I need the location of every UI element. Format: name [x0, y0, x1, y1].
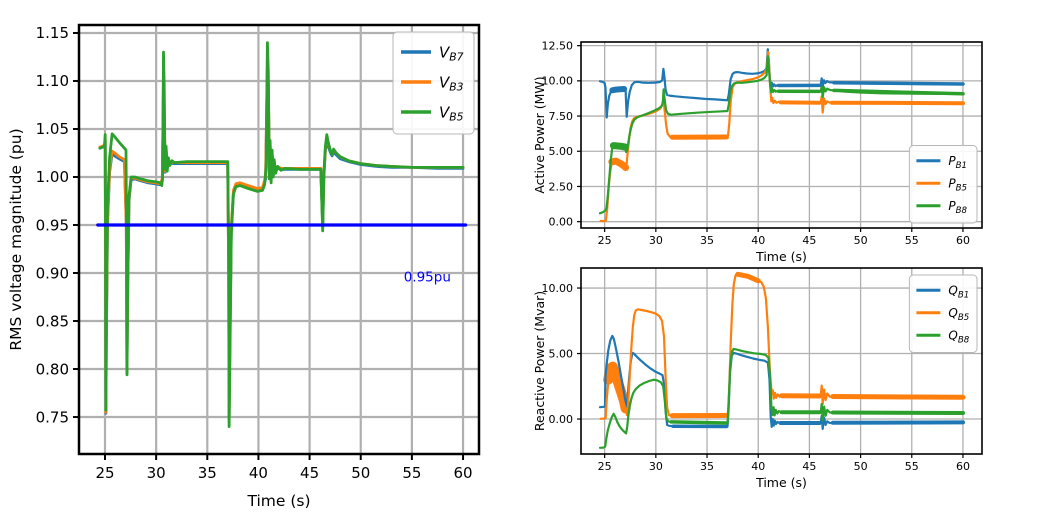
y-tick-label: 0.00: [549, 413, 574, 426]
x-tick-label: 25: [95, 464, 114, 482]
y-tick-label: 2.50: [549, 180, 574, 193]
tick-marks: [577, 287, 964, 458]
y-tick-label: 12.50: [542, 40, 574, 53]
x-tick-label: 40: [249, 464, 268, 482]
x-tick-label: 25: [598, 460, 612, 473]
legend-label-V_B3: VB3: [439, 73, 464, 93]
x-tick-label: 60: [956, 460, 970, 473]
y-tick-label: 0.85: [36, 312, 69, 330]
series-P_B8: [598, 55, 965, 215]
y-tick-label: 10.00: [542, 282, 574, 295]
y-tick-label: 0.90: [36, 264, 69, 282]
x-tick-label: 50: [854, 234, 868, 247]
x-axis-label: Time (s): [246, 492, 310, 510]
legend-label-Q_B5: QB5: [948, 306, 969, 323]
y-tick-label: 0.95: [36, 216, 69, 234]
y-tick-label: 1.05: [36, 120, 69, 138]
x-tick-label: 30: [649, 460, 663, 473]
x-tick-label: 55: [402, 464, 421, 482]
active-power-svg: 25 30 35 40 45 50 55 60 0.00 2.50 5.00 7.50 10.00 12.…: [532, 40, 983, 264]
axes-spines: [580, 41, 983, 229]
x-tick-label: 25: [598, 234, 612, 247]
plot-area: [598, 48, 965, 223]
y-tick-label: 7.50: [549, 110, 574, 123]
y-tick-label: 5.00: [549, 145, 574, 158]
x-tick-label: 55: [905, 460, 919, 473]
reactive-power-chart: 25 30 35 40 45 50 55 60 0.00 5.00 10.00 Time (s) Rea…: [523, 266, 1045, 525]
x-tick-label: 40: [751, 460, 765, 473]
y-tick-label: 1.15: [36, 24, 69, 42]
legend-label-P_B5: PB5: [948, 177, 967, 194]
plot-area: [598, 271, 966, 449]
legend: VB7 VB3 VB5: [392, 31, 475, 135]
x-tick-label: 45: [300, 464, 319, 482]
x-tick-label: 35: [198, 464, 217, 482]
rms-voltage-svg: 25 30 35 40 45 50 55 60 0.75 0.80 0.85 0.90 0.95 1.00…: [7, 23, 481, 510]
legend-label-P_B1: PB1: [948, 154, 967, 171]
y-axis-label: Active Power (MW): [532, 76, 547, 193]
x-tick-label: 60: [956, 234, 970, 247]
y-tick-label: 10.00: [542, 75, 574, 88]
legend-label-V_B5: VB5: [439, 103, 464, 123]
axes-spines: [77, 23, 481, 456]
y-axis-label: Reactive Power (Mvar): [532, 291, 547, 431]
series-P_B5: [599, 50, 965, 223]
y-axis-label: RMS voltage magnitude (pu): [7, 128, 25, 350]
legend-label-Q_B8: QB8: [948, 329, 969, 346]
rms-voltage-chart: 25 30 35 40 45 50 55 60 0.75 0.80 0.85 0.90 0.95 1.00…: [0, 0, 521, 525]
series-Q_B8: [598, 347, 965, 449]
y-tick-label: 1.00: [36, 168, 69, 186]
legend-label-P_B8: PB8: [948, 199, 967, 216]
x-tick-label: 45: [802, 234, 816, 247]
y-tick-label: 0.80: [36, 360, 69, 378]
x-tick-label: 60: [453, 464, 472, 482]
active-power-chart: 25 30 35 40 45 50 55 60 0.00 2.50 5.00 7.50 10.00 12.…: [523, 0, 1045, 266]
legend-label-V_B7: VB7: [439, 43, 464, 63]
legend: PB1 PB5 PB8: [908, 145, 978, 224]
x-tick-label: 30: [147, 464, 166, 482]
tick-marks: [577, 45, 964, 232]
series-V_B5: [98, 41, 465, 429]
x-tick-label: 35: [700, 460, 714, 473]
x-tick-label: 30: [649, 234, 663, 247]
y-tick-label: 5.00: [549, 347, 574, 360]
x-axis-label: Time (s): [755, 249, 807, 264]
axes-spines: [580, 267, 983, 455]
series-P_B1: [598, 48, 965, 119]
x-tick-label: 50: [351, 464, 370, 482]
x-tick-label: 50: [854, 460, 868, 473]
tick-marks: [73, 31, 465, 460]
legend: QB1 QB5 QB8: [908, 274, 978, 353]
annotation-0.95pu: 0.95pu: [404, 270, 451, 286]
plot-area: [96, 41, 468, 429]
series-Q_B1: [598, 334, 965, 430]
x-tick-label: 55: [905, 234, 919, 247]
x-tick-label: 40: [751, 234, 765, 247]
reactive-power-svg: 25 30 35 40 45 50 55 60 0.00 5.00 10.00 Time (s) Rea…: [532, 267, 983, 490]
series-Q_B5: [599, 272, 965, 420]
y-tick-label: 1.10: [36, 72, 69, 90]
y-tick-label: 0.00: [549, 216, 574, 229]
legend-label-Q_B1: QB1: [948, 284, 969, 301]
y-tick-label: 0.75: [36, 408, 69, 426]
x-tick-label: 35: [700, 234, 714, 247]
x-axis-label: Time (s): [755, 475, 807, 490]
x-tick-label: 45: [802, 460, 816, 473]
